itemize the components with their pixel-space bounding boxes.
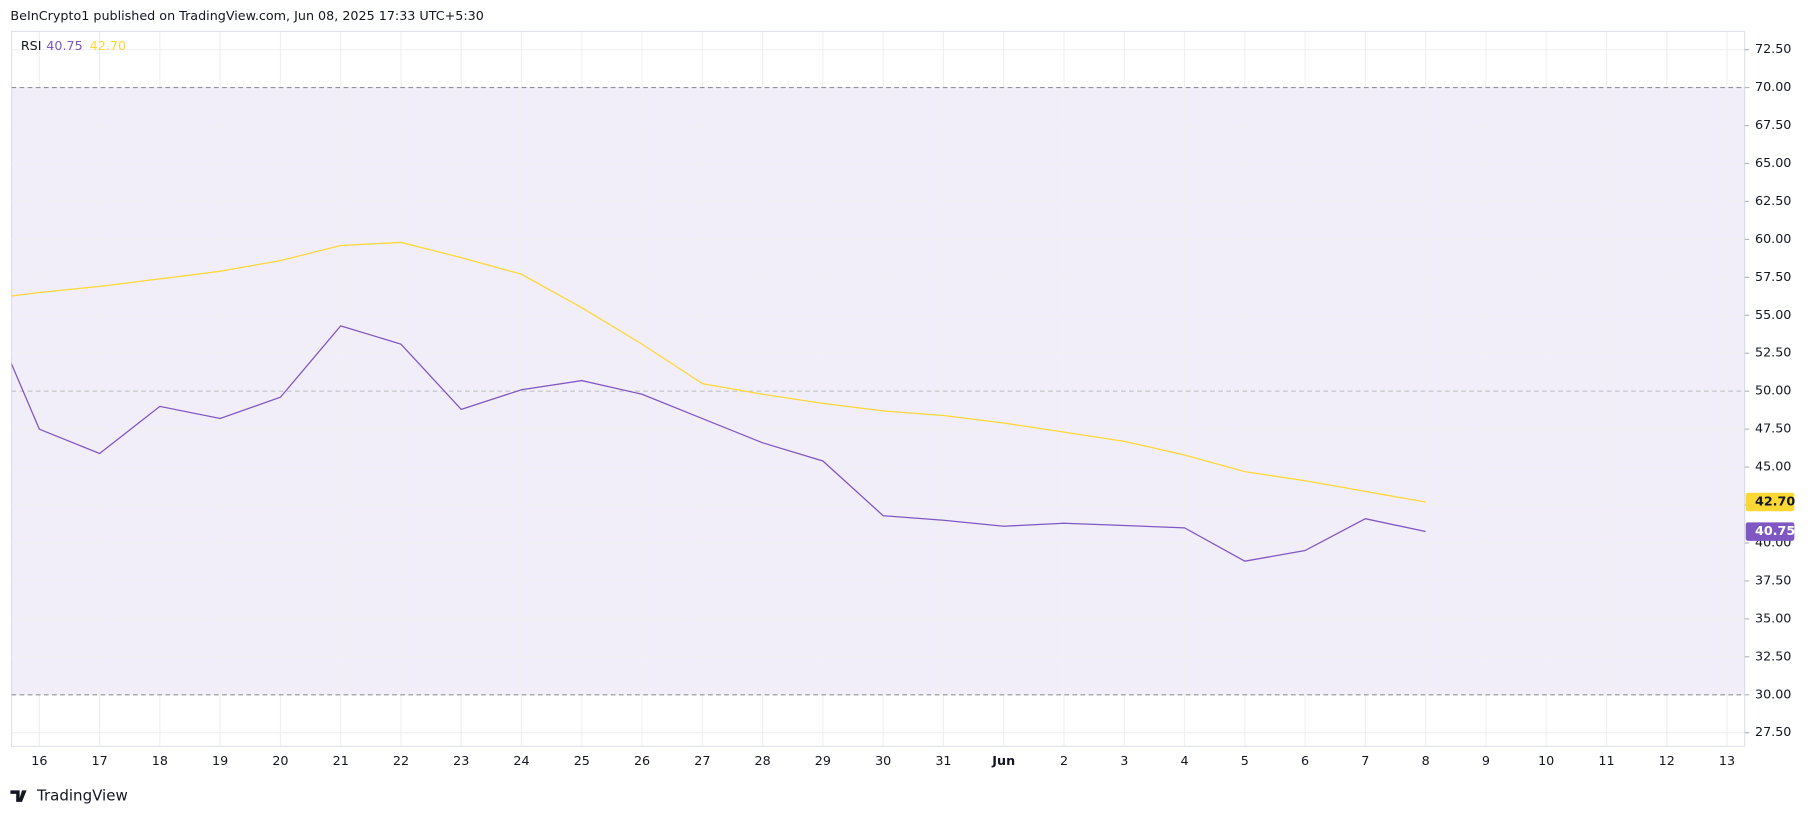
x-tick-label: 31 (935, 753, 951, 768)
legend-value: 42.70 (90, 38, 126, 53)
x-tick-label: 25 (574, 753, 590, 768)
x-tick-label: 18 (152, 753, 168, 768)
y-tick-label: 32.50 (1755, 648, 1791, 663)
last-value-badge (1745, 522, 1795, 541)
x-tick-label: 21 (333, 753, 349, 768)
last-value-label: 40.75 (1755, 523, 1795, 538)
x-tick-label: 5 (1241, 753, 1249, 768)
x-tick-label: 28 (755, 753, 771, 768)
x-tick-label: Jun (991, 753, 1015, 768)
x-tick-label: 29 (815, 753, 831, 768)
y-tick-label: 60.00 (1755, 231, 1791, 246)
x-tick-label: 3 (1120, 753, 1128, 768)
series-line (11, 241, 1426, 503)
y-tick-label: 37.50 (1755, 572, 1791, 587)
legend-value: 40.75 (46, 38, 82, 53)
x-tick-label: 8 (1422, 753, 1430, 768)
y-tick-label: 70.00 (1755, 79, 1791, 94)
y-tick-label: 27.50 (1755, 724, 1791, 739)
x-tick-label: 2 (1060, 753, 1068, 768)
x-tick-label: 27 (694, 753, 710, 768)
y-tick-label: 67.50 (1755, 117, 1791, 132)
x-tick-label: 22 (393, 753, 409, 768)
x-tick-label: 30 (875, 753, 891, 768)
y-tick-label: 50.00 (1755, 383, 1791, 398)
x-tick-label: 20 (272, 753, 288, 768)
y-tick-label: 65.00 (1755, 155, 1791, 170)
y-tick-label: 72.50 (1755, 41, 1791, 56)
x-tick-label: 9 (1482, 753, 1490, 768)
plot-area (11, 31, 1745, 747)
y-tick-label: 62.50 (1755, 193, 1791, 208)
x-tick-label: 19 (212, 753, 228, 768)
x-tick-label: 16 (31, 753, 47, 768)
y-tick-label: 35.00 (1755, 610, 1791, 625)
last-value-badge (1745, 492, 1795, 512)
series-line (11, 325, 1426, 562)
x-tick-label: 6 (1301, 753, 1309, 768)
x-tick-label: 23 (453, 753, 469, 768)
x-tick-label: 11 (1598, 753, 1614, 768)
tv-logo: TradingView (10, 787, 128, 805)
y-tick-label: 55.00 (1755, 307, 1791, 322)
x-tick-label: 17 (92, 753, 108, 768)
x-tick-label: 26 (634, 753, 650, 768)
legend-title: RSI (21, 38, 42, 53)
x-tick-label: 12 (1659, 753, 1675, 768)
x-tick-label: 24 (513, 753, 529, 768)
brand: TradingView (36, 787, 128, 805)
y-tick-label: 45.00 (1755, 459, 1791, 474)
y-tick-label: 47.50 (1755, 421, 1791, 436)
y-tick-label: 52.50 (1755, 345, 1791, 360)
y-tick-label: 57.50 (1755, 269, 1791, 284)
last-value-label: 42.70 (1755, 493, 1795, 508)
publisher-line: BeInCrypto1 published on TradingView.com… (10, 8, 483, 23)
x-tick-label: 7 (1361, 753, 1369, 768)
x-tick-label: 13 (1719, 753, 1735, 768)
x-tick-label: 10 (1538, 753, 1554, 768)
y-tick-label: 30.00 (1755, 686, 1791, 701)
x-tick-label: 4 (1180, 753, 1188, 768)
